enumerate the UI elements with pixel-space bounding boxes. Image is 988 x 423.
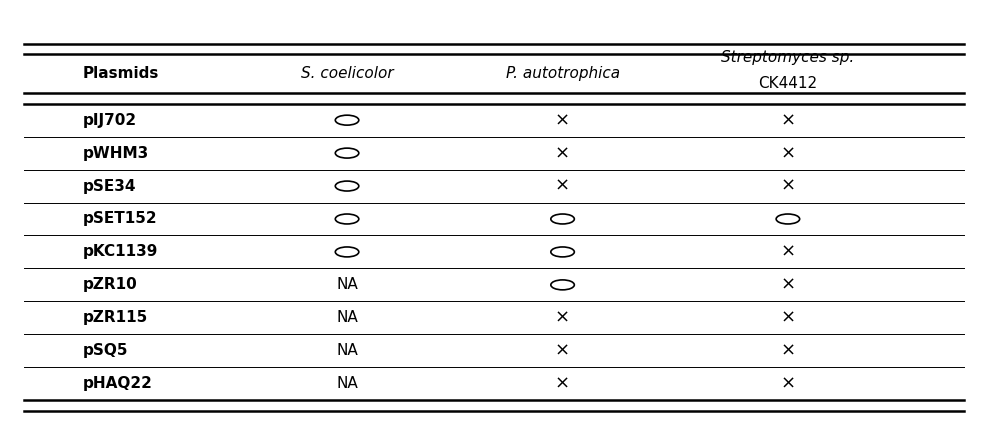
Text: pSQ5: pSQ5 bbox=[83, 343, 128, 358]
Text: pIJ702: pIJ702 bbox=[83, 113, 136, 128]
Text: ×: × bbox=[781, 276, 795, 294]
Text: P. autotrophica: P. autotrophica bbox=[506, 66, 619, 81]
Text: ×: × bbox=[555, 309, 570, 327]
Text: NA: NA bbox=[336, 310, 358, 325]
Text: ×: × bbox=[555, 111, 570, 129]
Text: NA: NA bbox=[336, 277, 358, 292]
Text: ×: × bbox=[555, 177, 570, 195]
Text: S. coelicolor: S. coelicolor bbox=[300, 66, 393, 81]
Text: ×: × bbox=[781, 144, 795, 162]
Text: pSE34: pSE34 bbox=[83, 179, 136, 194]
Text: ×: × bbox=[781, 309, 795, 327]
Text: ×: × bbox=[781, 111, 795, 129]
Text: ×: × bbox=[555, 342, 570, 360]
Text: Plasmids: Plasmids bbox=[83, 66, 159, 81]
Text: pZR115: pZR115 bbox=[83, 310, 148, 325]
Text: NA: NA bbox=[336, 343, 358, 358]
Text: pKC1139: pKC1139 bbox=[83, 244, 158, 259]
Text: ×: × bbox=[781, 177, 795, 195]
Text: ×: × bbox=[781, 342, 795, 360]
Text: pSET152: pSET152 bbox=[83, 212, 157, 226]
Text: NA: NA bbox=[336, 376, 358, 391]
Text: ×: × bbox=[555, 375, 570, 393]
Text: pHAQ22: pHAQ22 bbox=[83, 376, 152, 391]
Text: ×: × bbox=[781, 375, 795, 393]
Text: pWHM3: pWHM3 bbox=[83, 146, 149, 161]
Text: ×: × bbox=[555, 144, 570, 162]
Text: CK4412: CK4412 bbox=[759, 77, 817, 91]
Text: ×: × bbox=[781, 243, 795, 261]
Text: pZR10: pZR10 bbox=[83, 277, 137, 292]
Text: Streptomyces sp.: Streptomyces sp. bbox=[721, 49, 855, 65]
